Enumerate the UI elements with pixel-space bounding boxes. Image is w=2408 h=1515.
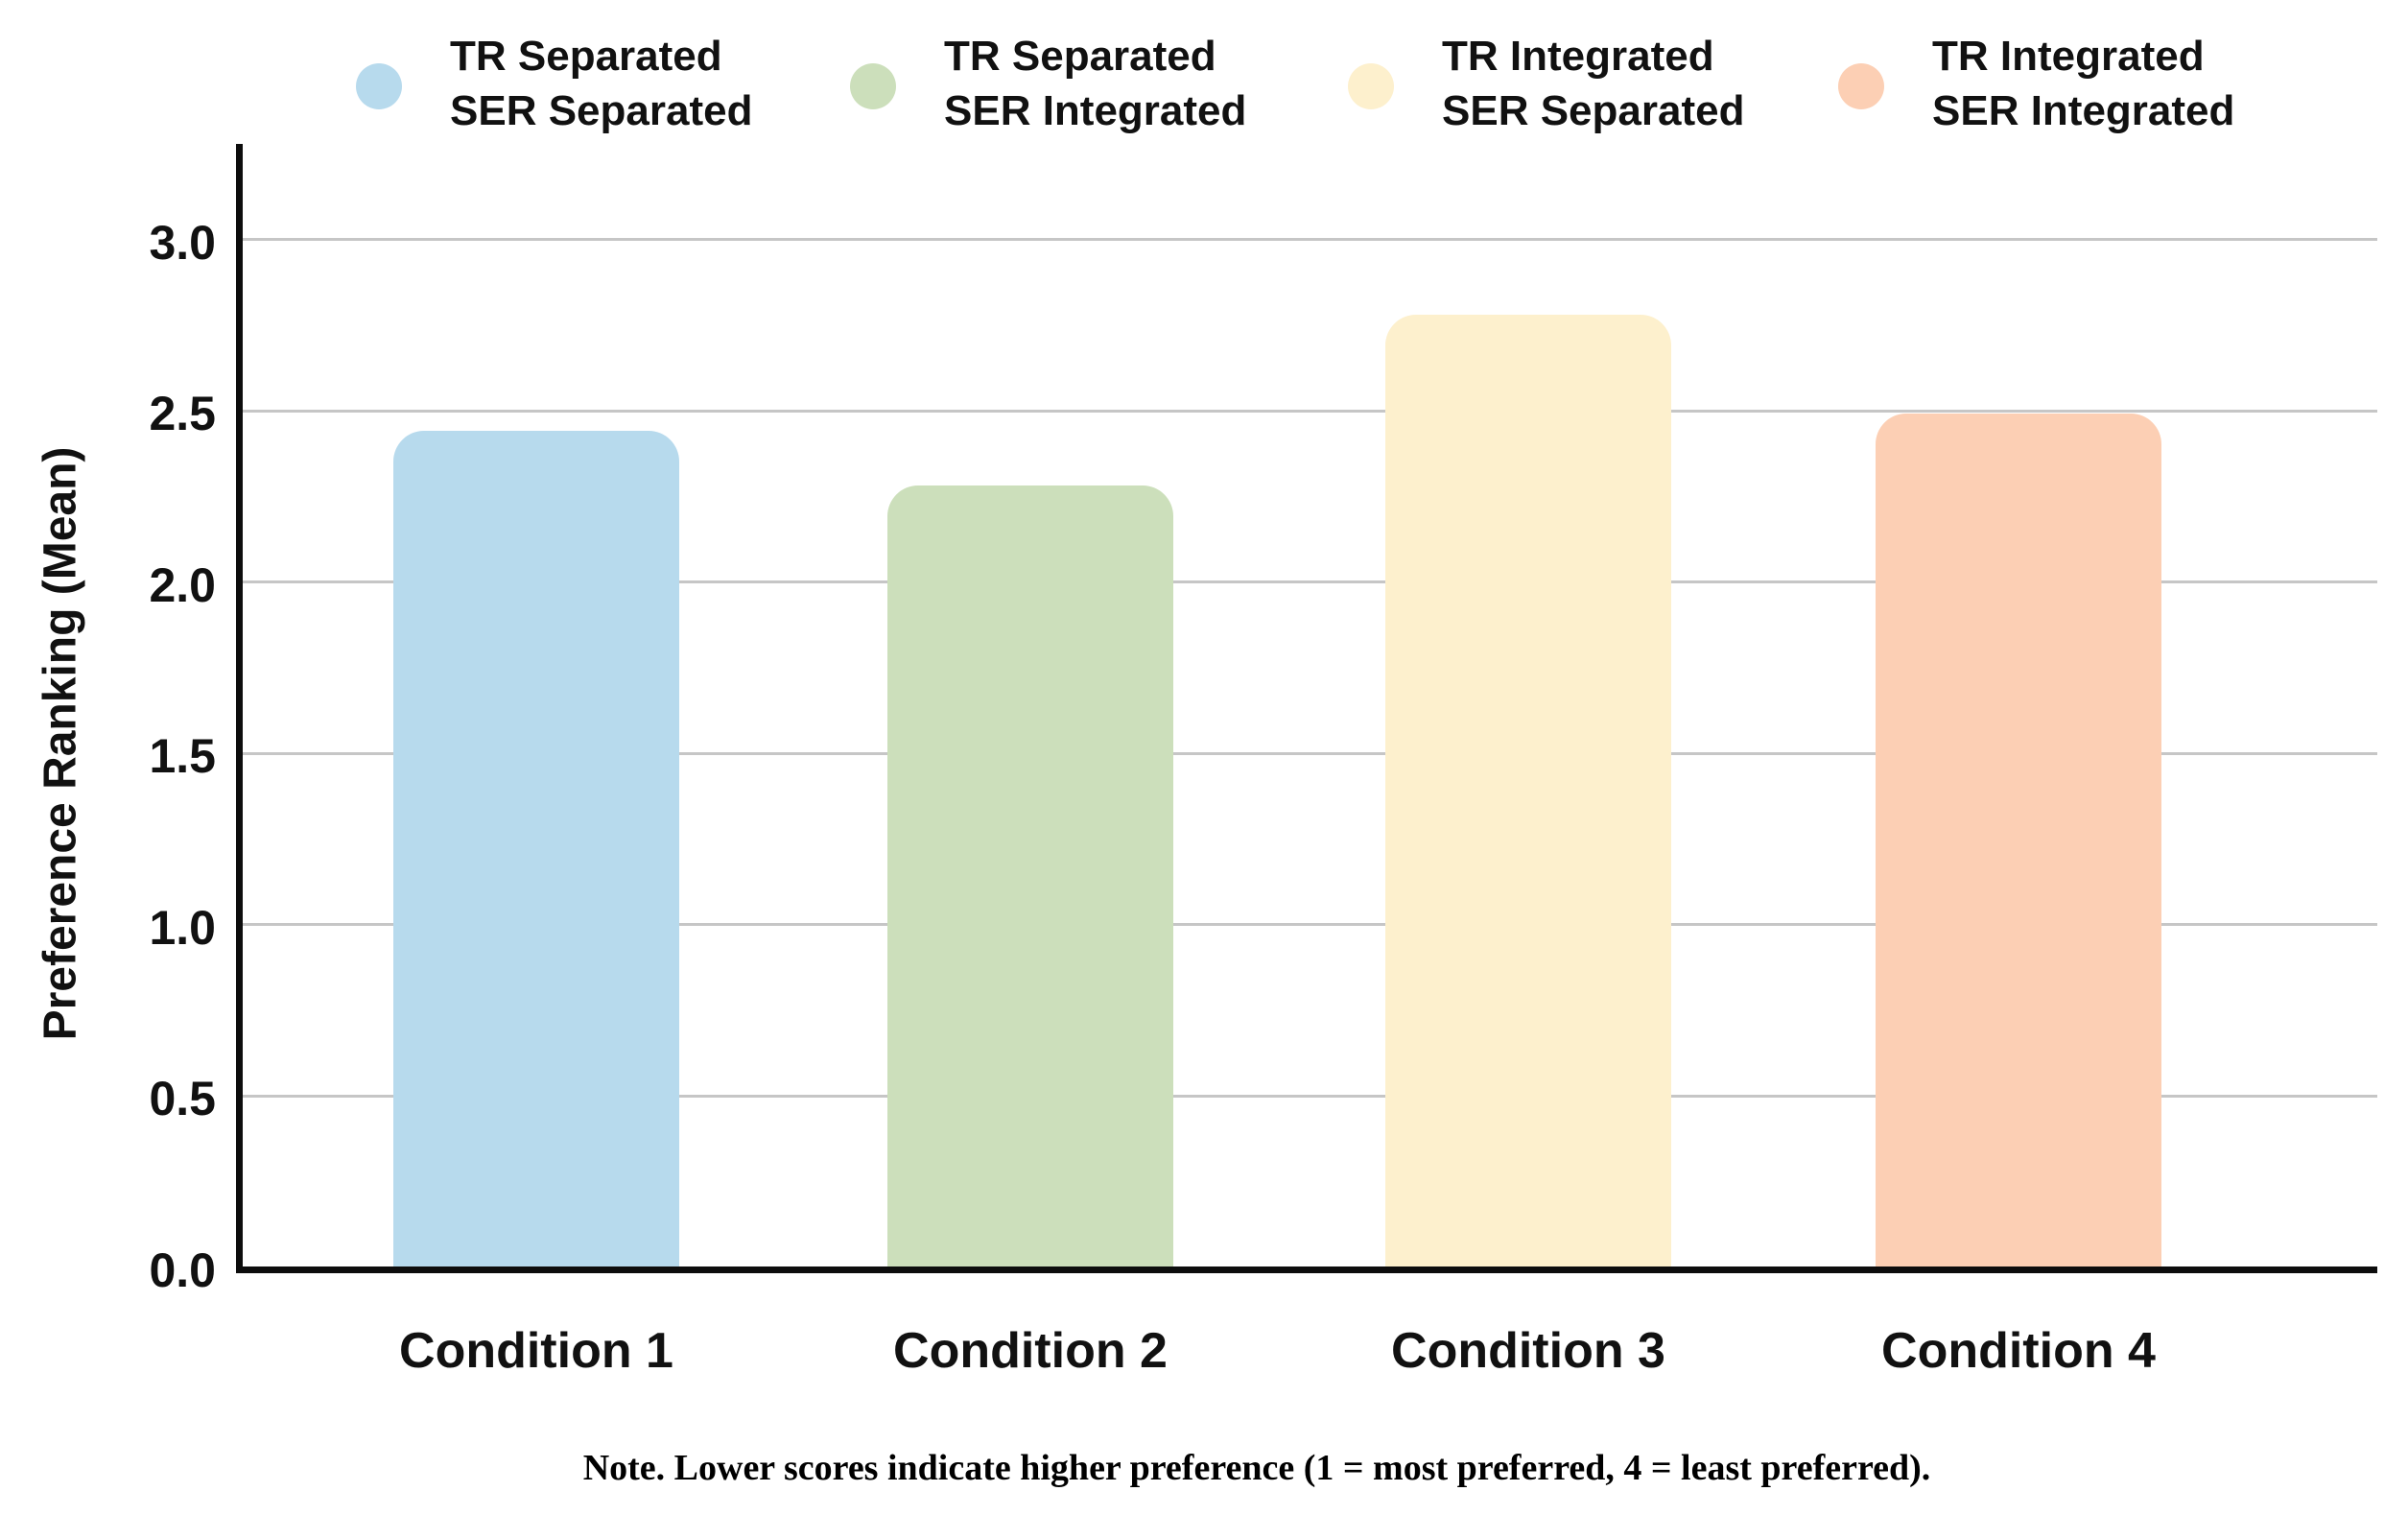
legend-item: TR Integrated SER Separated xyxy=(1348,29,1744,138)
y-tick-label: 3.0 xyxy=(149,215,216,270)
legend-swatch-icon xyxy=(356,63,402,109)
gridline xyxy=(242,238,2377,241)
legend-label: TR Integrated SER Integrated xyxy=(1932,33,2235,134)
y-tick-label: 1.5 xyxy=(149,729,216,783)
y-tick-label: 2.5 xyxy=(149,387,216,440)
x-category-label: Condition 2 xyxy=(893,1323,1168,1379)
legend-item: TR Integrated SER Integrated xyxy=(1838,29,2234,138)
y-tick-label: 2.0 xyxy=(149,557,216,612)
y-tick-label: 1.0 xyxy=(149,900,216,955)
legend-item: TR Separated SER Separated xyxy=(356,29,752,138)
x-category-label: Condition 3 xyxy=(1391,1323,1665,1379)
legend-item: TR Separated SER Integrated xyxy=(850,29,1246,138)
x-axis-line xyxy=(236,1266,2377,1273)
gridline xyxy=(242,751,2377,755)
gridline xyxy=(242,580,2377,583)
legend-swatch-icon xyxy=(1838,63,1884,109)
bar-condition-2 xyxy=(887,485,1173,1266)
bar-condition-4 xyxy=(1876,414,2161,1266)
gridline xyxy=(242,1094,2377,1098)
gridline xyxy=(242,409,2377,413)
legend-swatch-icon xyxy=(850,63,896,109)
bar-condition-1 xyxy=(393,431,679,1266)
y-axis-line xyxy=(236,144,243,1273)
note: Note. Lower scores indicate higher prefe… xyxy=(582,1448,1931,1488)
bar-condition-3 xyxy=(1385,315,1671,1266)
legend-label: TR Separated SER Integrated xyxy=(944,33,1247,134)
legend-label: TR Integrated SER Separated xyxy=(1442,33,1745,134)
legend-swatch-icon xyxy=(1348,63,1394,109)
gridline xyxy=(242,923,2377,926)
x-category-label: Condition 4 xyxy=(1881,1323,2156,1379)
y-tick-label: 0.5 xyxy=(149,1072,216,1125)
x-category-label: Condition 1 xyxy=(399,1323,673,1379)
legend-label: TR Separated SER Separated xyxy=(450,33,753,134)
y-tick-label: 0.0 xyxy=(149,1243,216,1297)
